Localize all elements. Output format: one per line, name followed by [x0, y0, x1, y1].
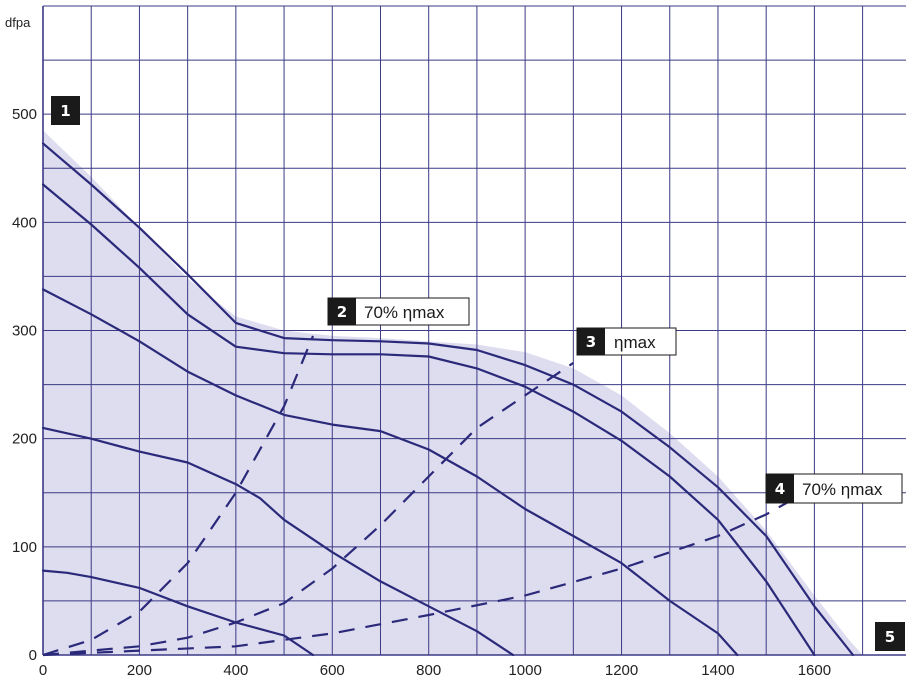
callout-3: 3 ηmax [576, 327, 677, 356]
callout-4-number: 4 [775, 480, 785, 498]
callout-3-badge [577, 328, 605, 355]
callout-5: 5 [875, 622, 905, 651]
x-tick-label: 600 [320, 662, 345, 679]
y-axis-unit-label: dfpa [5, 15, 31, 30]
y-tick-label: 400 [12, 214, 37, 231]
callout-3-label: ηmax [614, 333, 656, 352]
x-tick-label: 0 [39, 662, 47, 679]
x-tick-label: 200 [127, 662, 152, 679]
callout-1-number: 1 [60, 102, 70, 120]
x-tick-label: 800 [416, 662, 441, 679]
callout-4: 4 70% ηmax [765, 473, 903, 504]
fan-curve-4 [41, 426, 515, 657]
y-axis-ticks: 0 100 200 300 400 500 [12, 106, 37, 664]
callout-2-number: 2 [337, 303, 347, 321]
grid [42, 5, 906, 656]
callout-1: 1 [51, 96, 80, 125]
y-tick-label: 200 [12, 431, 37, 448]
efficiency-line-6 [42, 335, 315, 657]
x-tick-label: 1600 [798, 662, 831, 679]
fan-curve-1 [41, 142, 855, 657]
callout-2-label: 70% ηmax [364, 303, 445, 322]
callout-4-label: 70% ηmax [802, 480, 883, 499]
efficiency-line-7 [42, 361, 574, 657]
fan-curve-5 [41, 569, 315, 657]
callout-2-badge [328, 298, 356, 325]
y-tick-label: 100 [12, 539, 37, 556]
callout-1-badge [51, 96, 80, 125]
callout-3-number: 3 [586, 333, 596, 351]
callout-5-badge [875, 622, 905, 651]
x-axis-ticks: 0 200 400 600 800 1000 1200 1400 1600 [39, 662, 831, 679]
x-tick-label: 1200 [605, 662, 638, 679]
y-tick-label: 300 [12, 323, 37, 340]
callout-2: 2 70% ηmax [327, 297, 470, 326]
callout-4-badge [766, 474, 794, 503]
x-tick-label: 400 [223, 662, 248, 679]
curves [41, 142, 855, 657]
callout-5-number: 5 [885, 628, 895, 646]
x-tick-label: 1400 [701, 662, 734, 679]
y-tick-label: 500 [12, 106, 37, 123]
fan-curve-2 [41, 183, 816, 657]
x-tick-label: 1000 [508, 662, 541, 679]
fan-curve-3 [41, 288, 739, 657]
efficiency-line-8 [42, 486, 815, 657]
operating-envelope [43, 130, 863, 655]
y-tick-label: 0 [29, 647, 37, 664]
